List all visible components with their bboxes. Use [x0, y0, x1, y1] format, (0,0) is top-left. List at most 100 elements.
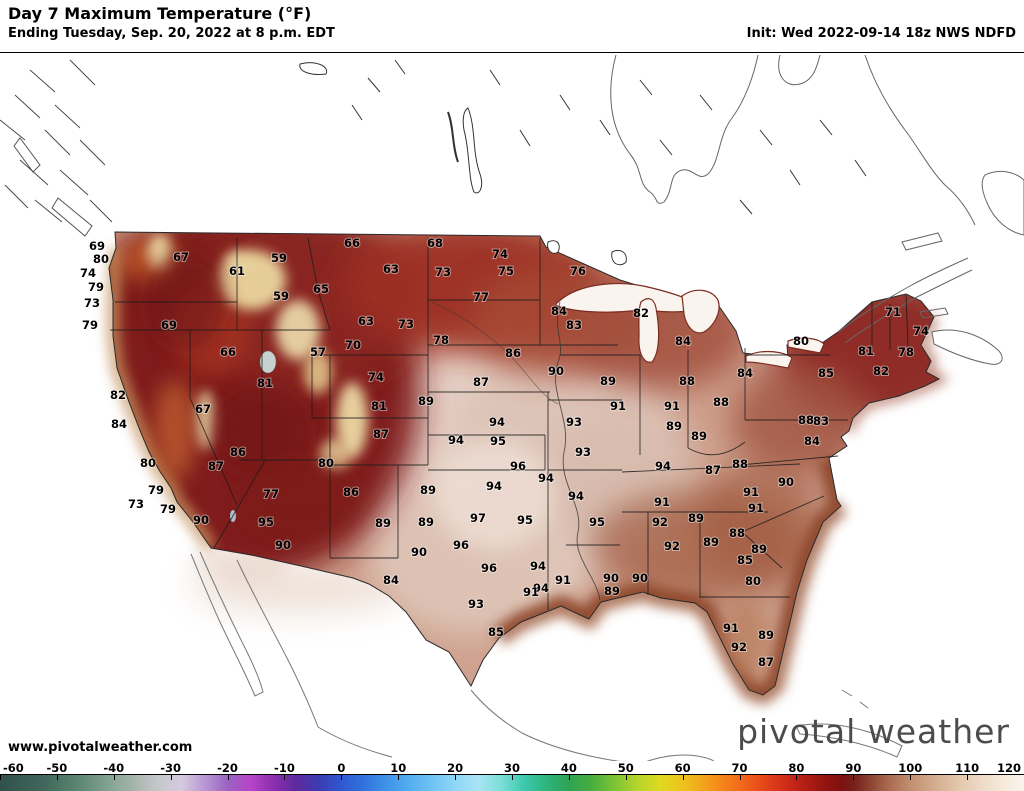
temp-value-label: 81 [371, 399, 387, 413]
temp-value-label: 87 [705, 463, 721, 477]
website-watermark: www.pivotalweather.com [8, 740, 193, 755]
canada-coastline [13, 54, 1024, 365]
colorbar-tick-label: 110 [955, 761, 980, 775]
colorbar-tick-mark [967, 775, 969, 780]
temp-value-label: 82 [873, 364, 889, 378]
colorbar-tick-mark [625, 775, 627, 780]
temp-value-label: 84 [551, 304, 567, 318]
temp-value-label: 73 [398, 317, 414, 331]
colorbar-tick-label: 30 [503, 761, 521, 775]
temp-value-label: 96 [510, 459, 526, 473]
lake-ontario [787, 337, 825, 354]
temp-value-label: 90 [778, 475, 794, 489]
temp-value-label: 91 [610, 399, 626, 413]
temp-value-label: 90 [411, 545, 427, 559]
temp-value-label: 85 [488, 625, 504, 639]
temp-value-label: 81 [257, 376, 273, 390]
temp-value-label: 83 [813, 414, 829, 428]
temp-value-label: 84 [675, 334, 691, 348]
temp-value-label: 92 [731, 640, 747, 654]
temperature-colorbar: -60 -50 -40 -30 -20 -10 0 10 20 30 40 50 60 70 80 90 100… [0, 761, 1024, 791]
temp-value-label: 71 [885, 305, 901, 319]
colorbar-tick-label: 70 [731, 761, 748, 775]
colorbar-tick-mark [853, 775, 855, 780]
temp-value-label: 59 [271, 251, 287, 265]
temp-value-label: 93 [575, 445, 591, 459]
temp-value-label: 73 [435, 265, 451, 279]
temp-value-label: 87 [373, 427, 389, 441]
colorbar-tick-mark [512, 775, 513, 780]
colorbar-tick-labels: -60 -50 -40 -30 -20 -10 0 10 20 30 40 50 60 70 80 90 100… [0, 761, 1024, 775]
temp-value-label: 80 [745, 574, 761, 588]
temp-value-label: 91 [748, 501, 764, 515]
temp-value-label: 57 [310, 345, 326, 359]
colorbar-tick-mark [56, 775, 58, 780]
colorbar-tick-label: 40 [560, 761, 577, 775]
colorbar-tick-label: -20 [217, 761, 238, 775]
colorbar-tick-mark [455, 775, 457, 780]
temp-value-label: 77 [263, 487, 279, 501]
temp-value-label: 91 [664, 399, 680, 413]
temp-value-label: 75 [498, 264, 514, 278]
temp-value-label: 78 [898, 345, 914, 359]
colorbar-tick-mark [341, 775, 343, 780]
temp-value-label: 74 [913, 324, 929, 338]
temp-value-label: 88 [732, 457, 748, 471]
temp-value-label: 78 [433, 333, 449, 347]
missouri-river [431, 301, 559, 405]
lake-michigan [638, 298, 660, 363]
temp-value-label: 84 [111, 417, 127, 431]
colorbar-tick-label: -30 [160, 761, 182, 775]
temp-value-label: 89 [666, 419, 682, 433]
colorbar-tick-label: -60 [3, 761, 24, 775]
temp-value-label: 90 [275, 538, 291, 552]
temp-value-label: 87 [473, 375, 489, 389]
pivotalweather-logo: pivotal weather [737, 712, 1010, 751]
temp-value-label: 73 [128, 497, 144, 511]
temp-value-label: 66 [344, 236, 360, 250]
temp-value-label: 67 [173, 250, 189, 264]
temp-value-label: 85 [818, 366, 834, 380]
temp-value-label: 92 [664, 539, 680, 553]
init-time-label: Init: Wed 2022-09-14 18z NWS NDFD [746, 26, 1016, 41]
temp-value-label: 84 [804, 434, 820, 448]
temp-value-label: 63 [358, 314, 374, 328]
temp-value-label: 79 [160, 502, 176, 516]
temp-value-label: 96 [453, 538, 469, 552]
temp-value-label: 83 [566, 318, 582, 332]
colorbar-tick-label: 90 [845, 761, 862, 775]
colorbar-tick-label: 50 [617, 761, 634, 775]
rivers [431, 301, 601, 601]
temp-value-label: 74 [80, 266, 96, 280]
temp-value-label: 94 [538, 471, 554, 485]
temp-value-label: 89 [418, 515, 434, 529]
temp-value-label: 59 [273, 289, 289, 303]
mexico-coastline [190, 551, 903, 791]
temp-value-label: 88 [713, 395, 729, 409]
temp-value-label: 88 [679, 374, 695, 388]
temp-value-label: 77 [473, 290, 489, 304]
colorbar-tick-mark [739, 775, 741, 780]
state-borders [110, 237, 909, 610]
temp-value-label: 84 [737, 366, 753, 380]
colorbar-tick-mark [113, 775, 115, 780]
colorbar-tick-label: 10 [390, 761, 407, 775]
temp-value-label: 89 [604, 584, 620, 598]
temp-value-label: 94 [533, 581, 549, 595]
temp-value-label: 66 [220, 345, 236, 359]
temp-value-label: 94 [655, 459, 671, 473]
temp-value-label: 86 [230, 445, 246, 459]
header: Day 7 Maximum Temperature (°F) Ending Tu… [0, 0, 1024, 53]
temp-value-label: 80 [93, 252, 109, 266]
temp-value-label: 93 [468, 597, 484, 611]
colorbar-gradient [0, 774, 1024, 791]
temp-value-label: 68 [427, 236, 443, 250]
colorbar-tick-mark [910, 775, 912, 780]
temp-value-label: 80 [793, 334, 809, 348]
temp-value-label: 93 [566, 415, 582, 429]
temp-value-label: 89 [688, 511, 704, 525]
temp-value-label: 81 [858, 344, 874, 358]
colorbar-tick-label: -40 [103, 761, 125, 775]
